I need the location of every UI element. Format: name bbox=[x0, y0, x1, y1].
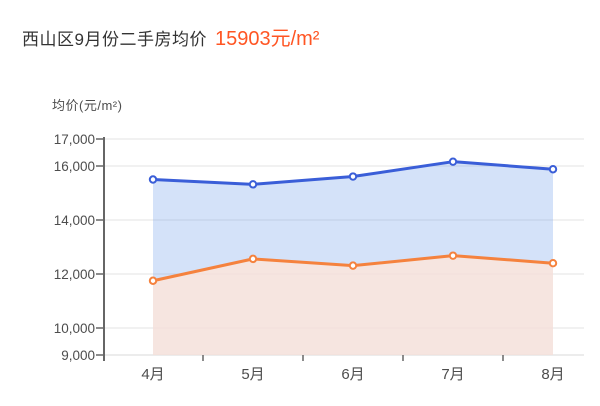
y-tick-label: 17,000 bbox=[54, 132, 95, 147]
blue-series-marker[interactable] bbox=[548, 165, 558, 174]
x-tick-label: 4月 bbox=[141, 366, 164, 383]
x-tick-label: 7月 bbox=[441, 366, 464, 383]
x-tick-label: 5月 bbox=[241, 366, 264, 383]
orange-series-marker[interactable] bbox=[348, 261, 358, 270]
price-value: 15903元/m² bbox=[214, 28, 320, 50]
blue-series-marker[interactable] bbox=[348, 172, 358, 181]
blue-series-marker[interactable] bbox=[248, 180, 258, 189]
orange-series-marker[interactable] bbox=[548, 259, 558, 268]
orange-series-area bbox=[153, 255, 553, 355]
y-tick-label: 16,000 bbox=[54, 159, 95, 174]
chart-title: 西山区9月份二手房均价 bbox=[22, 30, 207, 49]
x-tick-label: 6月 bbox=[341, 366, 364, 383]
orange-series-marker[interactable] bbox=[448, 251, 458, 260]
y-axis-title: 均价(元/m²) bbox=[52, 98, 123, 113]
x-tick-label: 8月 bbox=[541, 366, 564, 383]
orange-series-marker[interactable] bbox=[248, 254, 258, 264]
y-tick-label: 10,000 bbox=[54, 321, 95, 336]
y-tick-label: 12,000 bbox=[54, 267, 95, 282]
blue-series-marker[interactable] bbox=[148, 175, 158, 184]
y-tick-label: 9,000 bbox=[61, 348, 95, 363]
orange-series-marker[interactable] bbox=[148, 276, 158, 285]
blue-series-marker[interactable] bbox=[448, 157, 458, 166]
chart-header: 西山区9月份二手房均价 15903元/m² bbox=[22, 22, 319, 51]
y-tick-label: 14,000 bbox=[54, 213, 95, 228]
